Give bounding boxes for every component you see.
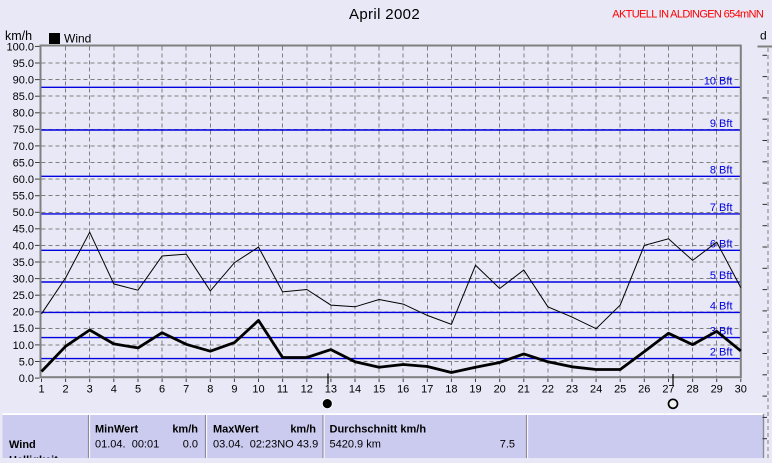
svg-text:11: 11 bbox=[277, 384, 288, 396]
svg-text:Wind: Wind bbox=[64, 32, 91, 46]
svg-text:18: 18 bbox=[445, 384, 457, 396]
svg-text:95.0: 95.0 bbox=[13, 58, 34, 70]
svg-text:10.0: 10.0 bbox=[13, 340, 34, 352]
svg-text:Helligkeit: Helligkeit bbox=[9, 455, 58, 459]
svg-text:0.0: 0.0 bbox=[19, 373, 34, 385]
svg-text:40.0: 40.0 bbox=[13, 240, 34, 252]
svg-text:5.0: 5.0 bbox=[19, 356, 34, 368]
svg-text:9: 9 bbox=[231, 384, 237, 396]
svg-text:15.0: 15.0 bbox=[13, 323, 34, 335]
svg-text:d: d bbox=[760, 29, 767, 43]
svg-text:30: 30 bbox=[735, 384, 747, 396]
svg-text:03.04. 02:23NO 43.9: 03.04. 02:23NO 43.9 bbox=[213, 439, 318, 451]
svg-text:km/h: km/h bbox=[5, 29, 32, 43]
svg-text:3 Bft: 3 Bft bbox=[710, 326, 733, 338]
svg-text:8: 8 bbox=[207, 384, 213, 396]
svg-text:90.0: 90.0 bbox=[13, 75, 34, 87]
svg-text:15: 15 bbox=[373, 384, 385, 396]
svg-text:km/h: km/h bbox=[290, 424, 316, 436]
svg-text:5420.9 km: 5420.9 km bbox=[330, 439, 381, 451]
svg-text:27: 27 bbox=[662, 384, 674, 396]
svg-text:70.0: 70.0 bbox=[13, 141, 34, 153]
svg-text:7.5: 7.5 bbox=[500, 439, 515, 451]
svg-text:80.0: 80.0 bbox=[13, 108, 34, 120]
svg-text:Durchschnitt km/h: Durchschnitt km/h bbox=[330, 424, 427, 436]
svg-text:17: 17 bbox=[421, 384, 433, 396]
svg-text:22: 22 bbox=[542, 384, 554, 396]
svg-text:April 2002: April 2002 bbox=[349, 6, 420, 23]
svg-text:6 Bft: 6 Bft bbox=[710, 238, 733, 250]
svg-text:100.0: 100.0 bbox=[6, 41, 34, 53]
svg-text:km/h: km/h bbox=[172, 424, 198, 436]
svg-text:30.0: 30.0 bbox=[13, 274, 34, 286]
svg-text:16: 16 bbox=[397, 384, 409, 396]
svg-text:13: 13 bbox=[325, 384, 337, 396]
svg-text:4 Bft: 4 Bft bbox=[710, 300, 733, 312]
svg-text:7 Bft: 7 Bft bbox=[710, 202, 733, 214]
svg-text:75.0: 75.0 bbox=[13, 124, 34, 136]
svg-text:20: 20 bbox=[494, 384, 506, 396]
svg-text:19: 19 bbox=[469, 384, 481, 396]
svg-text:6: 6 bbox=[159, 384, 165, 396]
svg-text:25.0: 25.0 bbox=[13, 290, 34, 302]
svg-text:35.0: 35.0 bbox=[13, 257, 34, 269]
svg-text:28: 28 bbox=[686, 384, 698, 396]
svg-text:Wind: Wind bbox=[9, 439, 36, 451]
svg-text:55.0: 55.0 bbox=[13, 191, 34, 203]
svg-text:AKTUELL IN ALDINGEN 654mNN: AKTUELL IN ALDINGEN 654mNN bbox=[612, 9, 764, 21]
svg-text:4: 4 bbox=[111, 384, 117, 396]
svg-text:10: 10 bbox=[252, 384, 264, 396]
svg-text:7: 7 bbox=[183, 384, 189, 396]
svg-text:24: 24 bbox=[590, 384, 602, 396]
svg-text:23: 23 bbox=[566, 384, 578, 396]
svg-text:29: 29 bbox=[711, 384, 723, 396]
svg-text:12: 12 bbox=[301, 384, 313, 396]
svg-text:10 Bft: 10 Bft bbox=[704, 75, 733, 87]
svg-text:65.0: 65.0 bbox=[13, 157, 34, 169]
svg-text:26: 26 bbox=[638, 384, 650, 396]
svg-text:5 Bft: 5 Bft bbox=[710, 270, 733, 282]
svg-text:85.0: 85.0 bbox=[13, 91, 34, 103]
svg-text:2: 2 bbox=[63, 384, 69, 396]
svg-text:MaxWert: MaxWert bbox=[213, 424, 259, 436]
svg-text:21: 21 bbox=[518, 384, 530, 396]
svg-text:45.0: 45.0 bbox=[13, 224, 34, 236]
svg-text:50.0: 50.0 bbox=[13, 207, 34, 219]
svg-text:0.0: 0.0 bbox=[183, 439, 198, 451]
svg-text:5: 5 bbox=[135, 384, 141, 396]
svg-text:1: 1 bbox=[38, 384, 44, 396]
svg-text:14: 14 bbox=[349, 384, 361, 396]
svg-text:3: 3 bbox=[87, 384, 93, 396]
svg-text:9 Bft: 9 Bft bbox=[710, 118, 733, 130]
svg-text:8 Bft: 8 Bft bbox=[710, 164, 733, 176]
svg-text:MinWert: MinWert bbox=[95, 424, 139, 436]
svg-text:01.04. 00:01: 01.04. 00:01 bbox=[95, 439, 159, 451]
svg-text:20.0: 20.0 bbox=[13, 307, 34, 319]
svg-text:60.0: 60.0 bbox=[13, 174, 34, 186]
svg-text:2 Bft: 2 Bft bbox=[710, 347, 733, 359]
svg-text:25: 25 bbox=[614, 384, 626, 396]
